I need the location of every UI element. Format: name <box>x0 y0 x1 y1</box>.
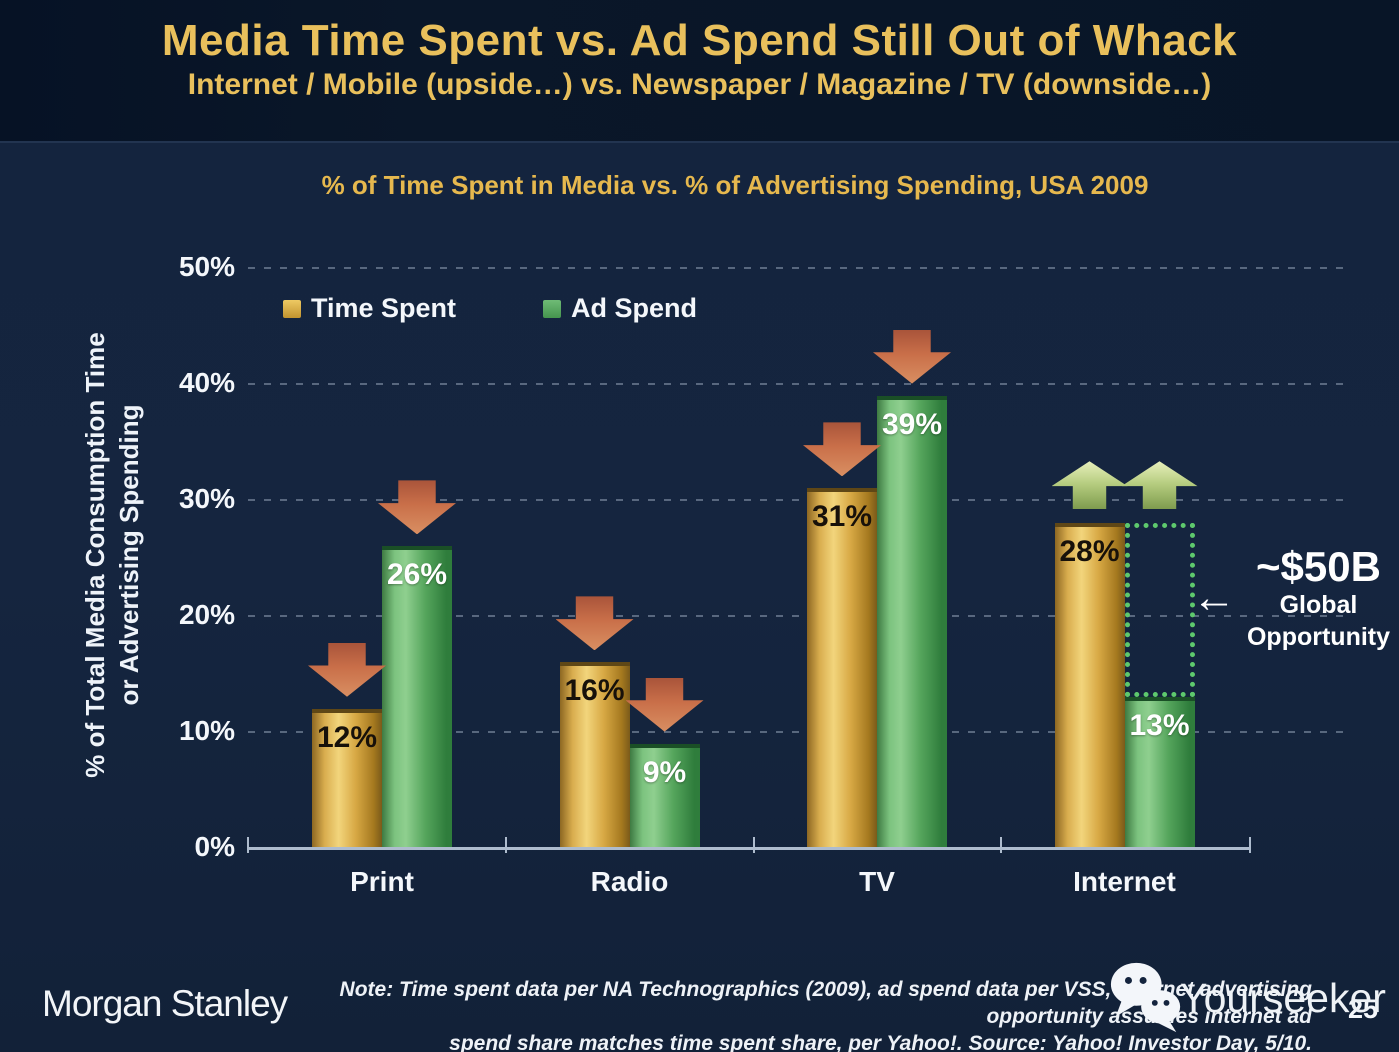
category-label: TV <box>859 866 895 897</box>
time-spent-swatch-icon <box>283 299 301 318</box>
category-label: Print <box>350 866 414 897</box>
bar-ad-spend: 13% <box>1124 697 1195 848</box>
chart-title: % of Time Spent in Media vs. % of Advert… <box>321 170 1149 200</box>
slide-header: Media Time Spent vs. Ad Spend Still Out … <box>0 0 1399 143</box>
y-tick-label: 10% <box>178 715 235 746</box>
page-number: 25 <box>1348 994 1379 1024</box>
category-label: Radio <box>590 866 669 897</box>
opportunity-text: ~$50B Global Opportunity <box>1236 546 1399 652</box>
bar-time-spent: 12% <box>312 708 382 848</box>
axis-tick <box>1249 837 1251 853</box>
ad-spend-swatch-icon <box>543 299 561 318</box>
bar-value-label: 31% <box>811 500 873 534</box>
slide-title: Media Time Spent vs. Ad Spend Still Out … <box>161 16 1238 65</box>
grid-line <box>248 499 1345 501</box>
source-note: Note: Time spent data per NA Technograph… <box>250 977 1312 1052</box>
opportunity-box <box>1124 523 1195 698</box>
y-tick-label: 0% <box>194 831 235 862</box>
trend-down-arrow-icon <box>378 480 456 535</box>
slide-subtitle: Internet / Mobile (upside…) vs. Newspape… <box>187 68 1212 101</box>
wechat-icon <box>1110 962 1181 1033</box>
opportunity-label-line1: Global <box>1279 591 1358 619</box>
grid-line <box>248 267 1345 269</box>
grid-line <box>248 731 1345 733</box>
trend-down-arrow-icon <box>873 329 951 384</box>
trend-up-arrow-icon <box>1051 461 1128 510</box>
bar-ad-spend: 39% <box>877 395 947 848</box>
bar-ad-spend: 9% <box>629 743 700 848</box>
axis-tick <box>247 837 249 853</box>
bar-value-label: 13% <box>1129 709 1190 743</box>
bar-value-label: 12% <box>316 720 378 754</box>
watermark-text: Yourseeker <box>1180 974 1386 1021</box>
source-note-line2: spend share matches time spent share, pe… <box>449 1031 1312 1052</box>
y-tick-label: 40% <box>178 367 235 398</box>
legend-label: Ad Spend <box>571 293 697 323</box>
legend-item-time-spent: Time Spent <box>283 293 456 324</box>
trend-down-arrow-icon <box>308 642 386 697</box>
y-tick-label: 50% <box>178 251 235 282</box>
legend-label: Time Spent <box>311 293 457 323</box>
y-axis-title-line2: or Advertising Spending <box>113 404 144 706</box>
trend-down-arrow-icon <box>803 422 881 477</box>
bar-value-label: 39% <box>881 407 943 441</box>
category-label: Internet <box>1073 866 1176 897</box>
chart-legend: Time Spent Ad Spend <box>0 293 1399 323</box>
trend-down-arrow-icon <box>555 596 634 651</box>
axis-tick <box>752 837 755 853</box>
bar-time-spent: 28% <box>1054 523 1125 848</box>
y-tick-label: 20% <box>178 599 235 630</box>
trend-down-arrow-icon <box>625 677 704 732</box>
bar-ad-spend: 26% <box>382 546 452 848</box>
opportunity-label-line2: Opportunity <box>1246 622 1391 651</box>
opportunity-value: ~$50B <box>1256 543 1381 590</box>
legend-item-ad-spend: Ad Spend <box>543 293 697 324</box>
axis-tick <box>505 837 507 853</box>
bar-value-label: 16% <box>564 674 625 708</box>
grid-line <box>248 383 1345 385</box>
trend-up-arrow-icon <box>1121 461 1198 510</box>
y-tick-label: 30% <box>178 483 235 514</box>
opportunity-annotation: ← ~$50B Global Opportunity <box>1192 546 1399 652</box>
morgan-stanley-logo: Morgan Stanley <box>42 983 288 1024</box>
bar-time-spent: 16% <box>559 662 630 848</box>
axis-tick <box>1000 837 1002 853</box>
watermark: Yourseeker <box>1108 958 1386 1038</box>
y-axis-title: % of Total Media Consumption Time or Adv… <box>79 295 151 815</box>
left-arrow-icon: ← <box>1192 573 1236 622</box>
y-axis-title-line1: % of Total Media Consumption Time <box>80 332 110 778</box>
bar-value-label: 28% <box>1059 535 1120 569</box>
x-axis-line <box>248 847 1250 850</box>
bar-time-spent: 31% <box>807 488 877 848</box>
bar-value-label: 26% <box>386 558 448 592</box>
grid-line <box>248 615 1345 617</box>
bar-value-label: 9% <box>642 755 687 789</box>
